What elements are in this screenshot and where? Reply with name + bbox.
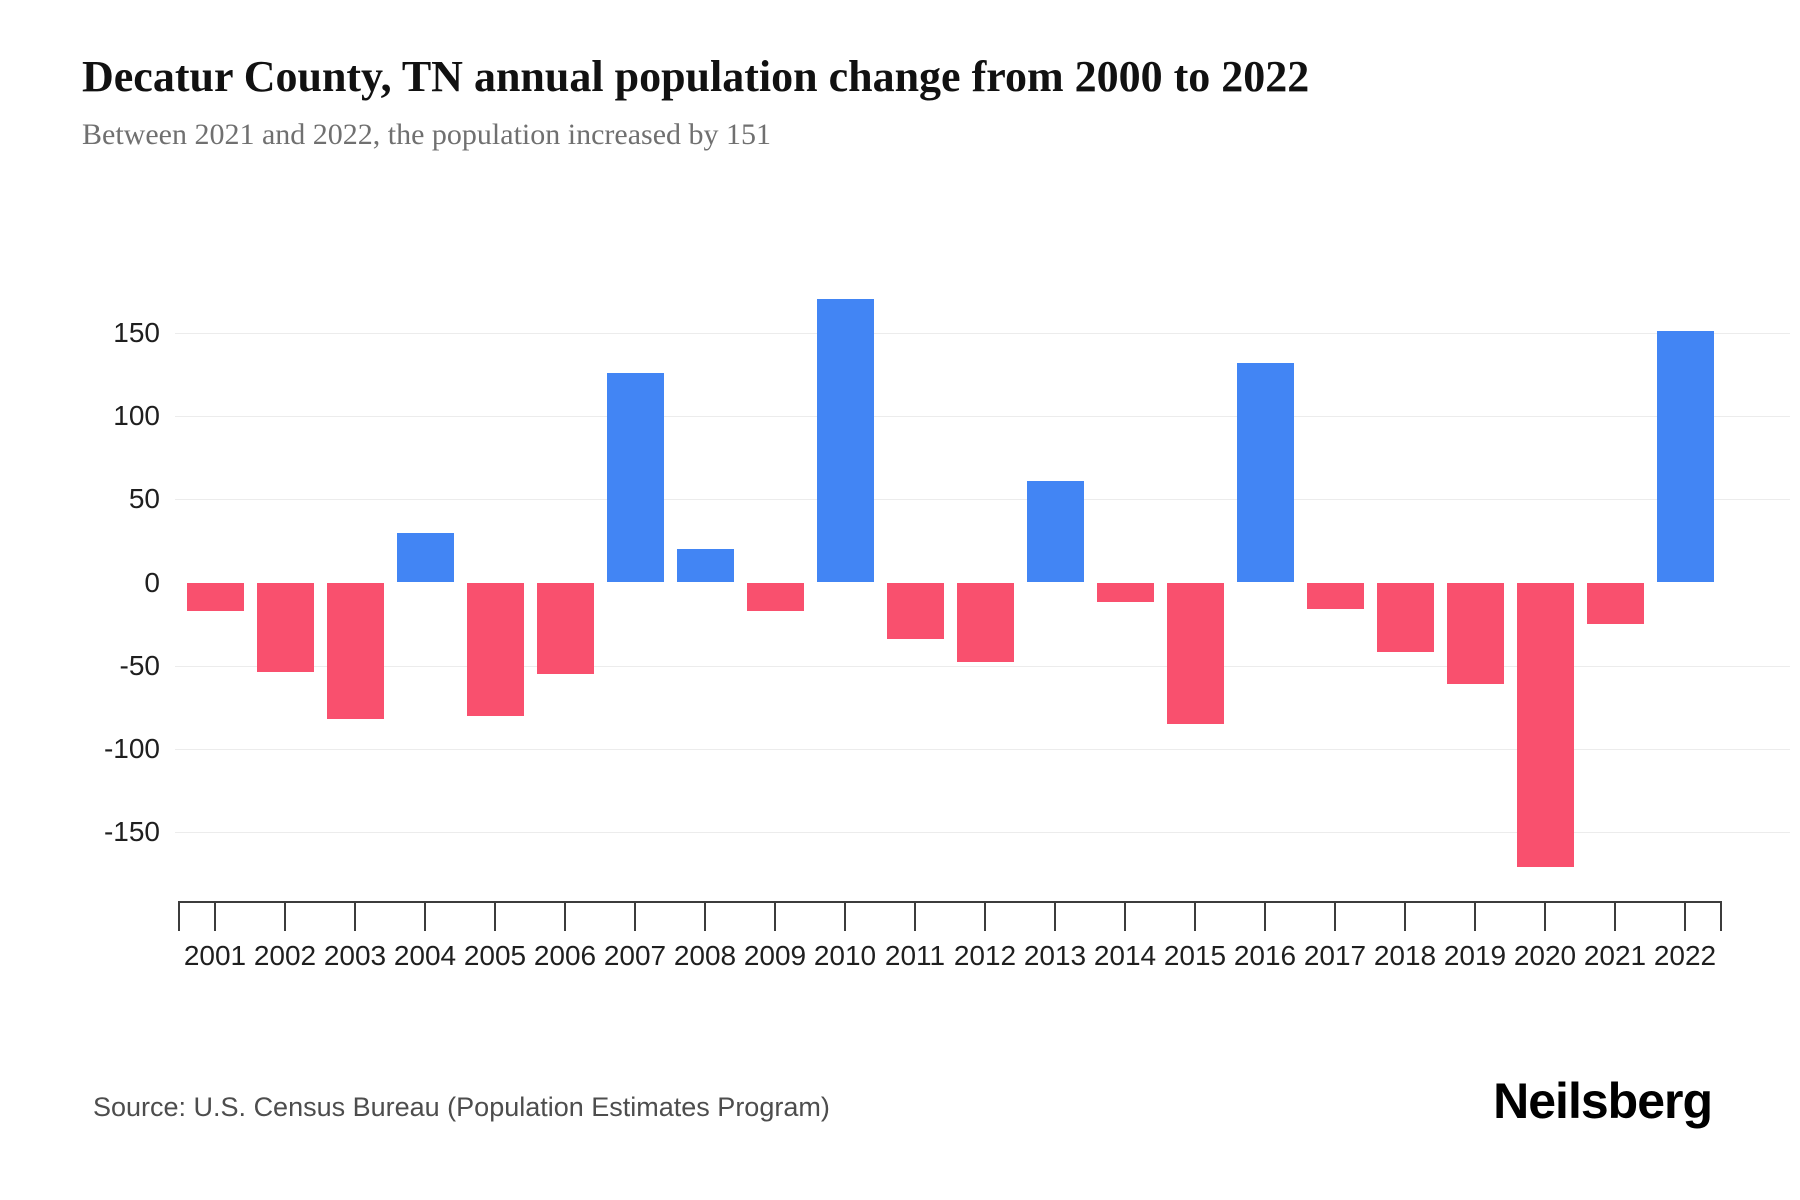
- bar-2022[interactable]: [1656, 331, 1714, 583]
- x-axis-label-2016: 2016: [1233, 940, 1297, 971]
- x-axis-tick-6: [564, 901, 566, 931]
- x-axis-label-2002: 2002: [253, 940, 317, 971]
- x-axis-tick-20: [1544, 901, 1546, 931]
- x-axis-label-2019: 2019: [1443, 940, 1507, 971]
- neilsberg-logo: Neilsberg: [1493, 1073, 1713, 1129]
- x-axis-tick-11: [914, 901, 916, 931]
- x-axis-tick-7: [634, 901, 636, 931]
- x-axis-tick-3: [354, 901, 356, 931]
- bar-2017[interactable]: [1306, 582, 1364, 610]
- x-axis-tick-13: [1054, 901, 1056, 931]
- bar-2008[interactable]: [676, 549, 734, 583]
- x-axis-tick-22: [1684, 901, 1686, 931]
- bar-2010[interactable]: [816, 299, 874, 583]
- x-axis-label-2008: 2008: [673, 940, 737, 971]
- bar-2014[interactable]: [1096, 582, 1154, 603]
- gridline-50: [175, 499, 1790, 501]
- bar-2015[interactable]: [1166, 582, 1224, 725]
- bar-2011[interactable]: [886, 582, 944, 640]
- bar-2016[interactable]: [1236, 362, 1294, 583]
- x-axis-tick-19: [1474, 901, 1476, 931]
- x-axis-line: [178, 901, 1722, 903]
- x-axis-tick-2: [284, 901, 286, 931]
- x-axis-tick-9: [774, 901, 776, 931]
- x-axis-tick-1: [214, 901, 216, 931]
- y-axis-label-0: 0: [144, 566, 160, 598]
- x-axis-label-2014: 2014: [1093, 940, 1157, 971]
- x-axis-tick-14: [1124, 901, 1126, 931]
- x-axis-tick-5: [494, 901, 496, 931]
- x-axis-label-2004: 2004: [393, 940, 457, 971]
- bar-2019[interactable]: [1446, 582, 1504, 685]
- x-axis-label-2021: 2021: [1583, 940, 1647, 971]
- x-axis-label-2018: 2018: [1373, 940, 1437, 971]
- bar-2012[interactable]: [956, 582, 1014, 663]
- x-axis-tick-8: [704, 901, 706, 931]
- x-axis-tick-15: [1194, 901, 1196, 931]
- x-axis-label-2011: 2011: [884, 940, 946, 971]
- x-axis-label-2012: 2012: [953, 940, 1017, 971]
- x-axis-label-2009: 2009: [743, 940, 807, 971]
- gridline--100: [175, 749, 1790, 750]
- x-axis-label-2010: 2010: [813, 940, 877, 971]
- bar-2002[interactable]: [256, 582, 314, 673]
- x-axis-tick-23: [1720, 901, 1722, 931]
- bar-2020[interactable]: [1516, 582, 1574, 868]
- bar-2021[interactable]: [1586, 582, 1644, 625]
- y-axis-label--150: -150: [103, 816, 160, 848]
- bar-2004[interactable]: [396, 532, 454, 583]
- bar-2009[interactable]: [746, 582, 804, 611]
- x-axis-label-2006: 2006: [533, 940, 597, 971]
- x-axis-label-2022: 2022: [1653, 940, 1717, 971]
- y-axis-label-150: 150: [113, 316, 160, 348]
- bar-2007[interactable]: [606, 372, 664, 583]
- x-axis-tick-17: [1334, 901, 1336, 931]
- x-axis-label-2015: 2015: [1163, 940, 1227, 971]
- bar-2006[interactable]: [536, 582, 594, 675]
- source-note: Source: U.S. Census Bureau (Population E…: [93, 1092, 830, 1122]
- y-axis-label-50: 50: [128, 483, 160, 515]
- x-axis-label-2013: 2013: [1023, 940, 1087, 971]
- x-axis-label-2001: 2001: [183, 940, 247, 971]
- bar-2005[interactable]: [466, 582, 524, 716]
- x-axis-label-2017: 2017: [1303, 940, 1367, 971]
- x-axis-tick-0: [178, 901, 180, 931]
- x-axis-label-2007: 2007: [603, 940, 667, 971]
- x-axis-tick-16: [1264, 901, 1266, 931]
- y-axis-label--100: -100: [103, 733, 160, 764]
- x-axis-label-2003: 2003: [323, 940, 387, 971]
- bar-2018[interactable]: [1376, 582, 1434, 653]
- x-axis-tick-21: [1614, 901, 1616, 931]
- y-axis-label-100: 100: [113, 400, 160, 431]
- bar-2003[interactable]: [326, 582, 384, 720]
- x-axis-label-2005: 2005: [463, 940, 527, 971]
- chart-subtitle: Between 2021 and 2022, the population in…: [82, 118, 772, 151]
- x-axis-tick-10: [844, 901, 846, 931]
- gridline-100: [175, 416, 1790, 417]
- gridline--50: [175, 665, 1790, 667]
- gridline--150: [175, 832, 1790, 834]
- x-axis-label-2020: 2020: [1513, 940, 1577, 971]
- bar-2013[interactable]: [1026, 480, 1084, 583]
- x-axis-tick-4: [424, 901, 426, 931]
- y-axis-label--50: -50: [119, 649, 160, 681]
- x-axis-tick-12: [984, 901, 986, 931]
- bar-2001[interactable]: [186, 582, 244, 611]
- chart-title: Decatur County, TN annual population cha…: [82, 52, 1310, 101]
- gridline-150: [175, 332, 1790, 334]
- x-axis-tick-18: [1404, 901, 1406, 931]
